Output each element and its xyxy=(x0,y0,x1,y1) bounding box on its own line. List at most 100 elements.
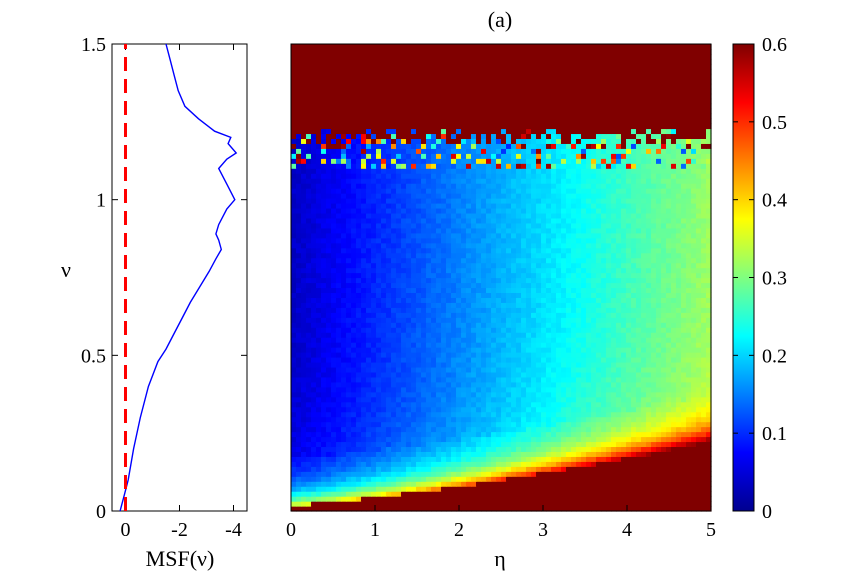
heatmap-cell xyxy=(491,506,497,512)
heatmap-cell xyxy=(401,217,407,224)
heatmap-cell xyxy=(506,322,512,328)
heatmap-cell xyxy=(506,481,512,487)
heatmap-cell xyxy=(576,471,582,477)
heatmap-cell xyxy=(601,386,607,393)
heatmap-cell xyxy=(606,436,612,443)
heatmap-cell xyxy=(471,287,477,294)
heatmap-cell xyxy=(471,401,477,408)
heatmap-cell xyxy=(561,411,567,418)
heatmap-cell xyxy=(331,297,337,303)
heatmap-cell xyxy=(356,476,362,482)
heatmap-cell xyxy=(326,456,332,462)
heatmap-cell xyxy=(446,481,452,487)
heatmap-cell xyxy=(706,242,712,249)
heatmap-cell xyxy=(601,461,607,467)
heatmap-cell xyxy=(386,456,392,462)
heatmap-cell xyxy=(521,431,527,438)
heatmap-cell xyxy=(401,327,407,333)
heatmap-cell xyxy=(691,366,697,373)
heatmap-cell xyxy=(641,327,647,333)
heatmap-cell xyxy=(436,262,442,269)
heatmap-cell xyxy=(661,416,667,423)
heatmap-cell xyxy=(631,476,637,482)
heatmap-cell xyxy=(311,337,317,343)
heatmap-cell xyxy=(591,327,597,333)
heatmap-cell xyxy=(641,486,647,492)
heatmap-cell xyxy=(656,257,662,264)
heatmap-cell xyxy=(401,222,407,229)
heatmap-cell xyxy=(566,332,572,338)
heatmap-cell xyxy=(336,451,342,457)
heatmap-cell xyxy=(606,421,612,428)
heatmap-cell xyxy=(681,257,687,264)
heatmap-cell xyxy=(536,456,542,462)
heatmap-cell xyxy=(626,476,632,482)
heatmap-cell xyxy=(506,371,512,378)
heatmap-cell xyxy=(386,446,392,452)
heatmap-cell xyxy=(591,242,597,249)
heatmap-cell xyxy=(586,356,592,363)
heatmap-cell xyxy=(626,242,632,249)
heatmap-cell xyxy=(591,501,597,507)
heatmap-cell xyxy=(301,436,307,443)
heatmap-cell xyxy=(376,352,382,358)
heatmap-cell xyxy=(361,217,367,224)
heatmap-cell xyxy=(441,302,447,308)
heatmap-cell xyxy=(366,386,372,393)
heatmap-cell xyxy=(656,431,662,438)
heatmap-cell xyxy=(326,491,332,497)
heatmap-cell xyxy=(411,451,417,457)
heatmap-cell xyxy=(541,486,547,492)
heatmap-cell xyxy=(586,461,592,467)
heatmap-cell xyxy=(476,312,482,318)
heatmap-cell xyxy=(596,287,602,294)
heatmap-cell xyxy=(466,252,472,259)
heatmap-cell xyxy=(691,352,697,358)
heatmap-cell xyxy=(466,342,472,348)
heatmap-cell xyxy=(671,347,677,353)
heatmap-cell xyxy=(561,292,567,298)
heatmap-cell xyxy=(691,257,697,264)
heatmap-cell xyxy=(531,307,537,313)
heatmap-cell xyxy=(586,247,592,254)
heatmap-cell xyxy=(351,217,357,224)
heatmap-cell xyxy=(691,376,697,383)
heatmap-cell xyxy=(596,461,602,467)
heatmap-cell xyxy=(451,421,457,428)
heatmap-cell xyxy=(546,501,552,507)
heatmap-cell xyxy=(631,491,637,497)
heatmap-cell xyxy=(696,431,702,438)
heatmap-cell xyxy=(631,506,637,512)
heatmap-cell xyxy=(536,431,542,438)
heatmap-cell xyxy=(546,227,552,234)
heatmap-cell xyxy=(546,282,552,289)
heatmap-cell xyxy=(516,376,522,383)
heatmap-cell xyxy=(671,287,677,294)
heatmap-cell xyxy=(571,307,577,313)
heatmap-cell xyxy=(306,317,312,323)
heatmap-cell xyxy=(501,421,507,428)
heatmap-cell xyxy=(386,486,392,492)
heatmap-cell xyxy=(596,232,602,239)
heatmap-cell xyxy=(511,356,517,363)
heatmap-cell xyxy=(521,501,527,507)
heatmap-cell xyxy=(431,287,437,294)
heatmap-cell xyxy=(446,217,452,224)
heatmap-cell xyxy=(606,242,612,249)
heatmap-cell xyxy=(481,347,487,353)
heatmap-cell xyxy=(431,416,437,423)
heatmap-cell xyxy=(561,332,567,338)
heatmap-cell xyxy=(356,401,362,408)
heatmap-cell xyxy=(311,361,317,368)
heatmap-cell xyxy=(576,352,582,358)
heatmap-cell xyxy=(446,496,452,502)
heatmap-cell xyxy=(616,431,622,438)
heatmap-cell xyxy=(571,317,577,323)
heatmap-cell xyxy=(316,416,322,423)
heatmap-cell xyxy=(381,461,387,467)
heatmap-cell xyxy=(526,262,532,269)
heatmap-cell xyxy=(501,361,507,368)
heatmap-cell xyxy=(481,396,487,403)
heatmap-cell xyxy=(316,466,322,472)
heatmap-cell xyxy=(446,297,452,303)
